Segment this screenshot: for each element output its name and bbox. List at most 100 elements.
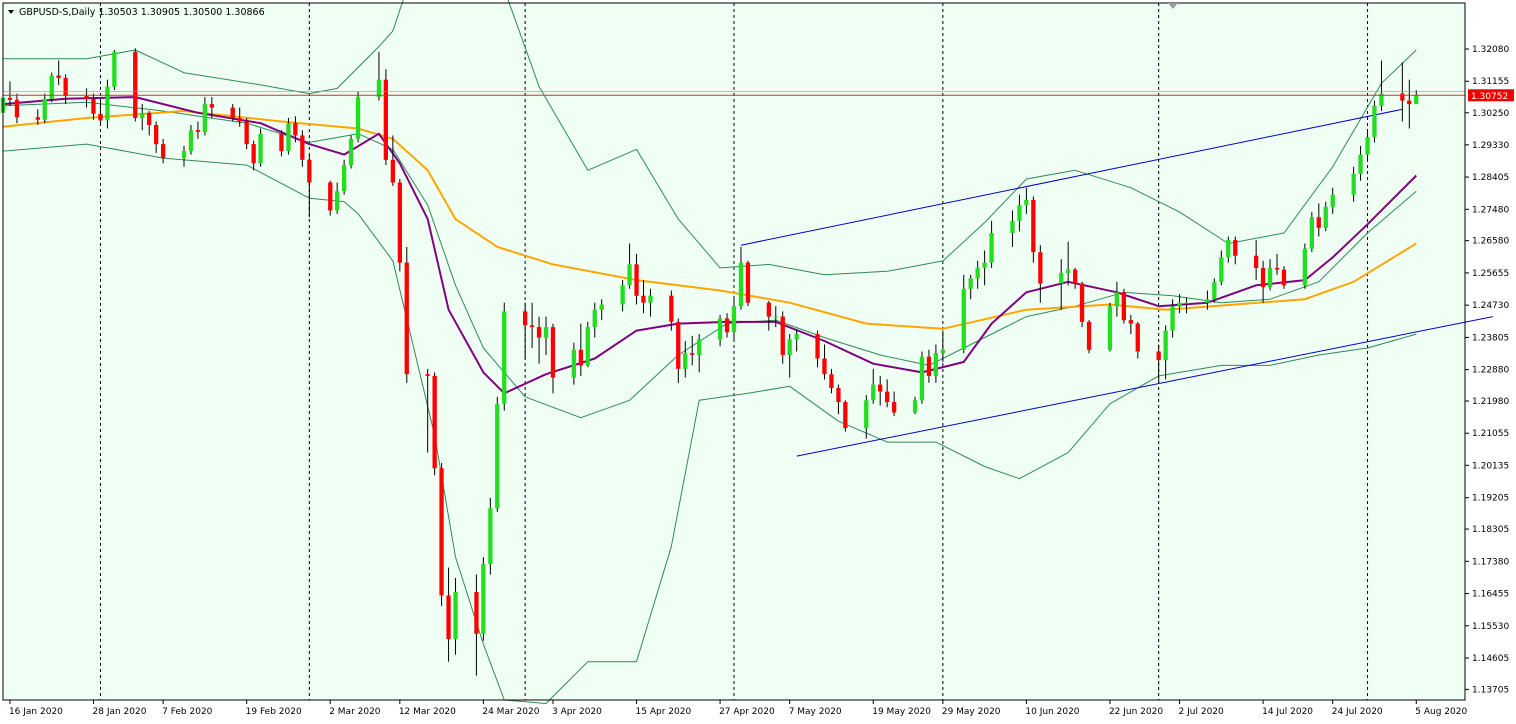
current-price-tag-label: 1.30752	[1471, 92, 1508, 102]
candle-body	[1365, 137, 1370, 155]
candle-body	[1163, 330, 1168, 361]
candle	[1316, 203, 1321, 237]
candle	[453, 578, 458, 655]
candle	[488, 497, 493, 575]
candle-body	[453, 592, 458, 639]
candle	[425, 368, 430, 453]
candle	[1372, 100, 1377, 143]
candle	[543, 316, 549, 355]
candle-body	[1107, 306, 1113, 350]
candle	[376, 51, 382, 101]
candle	[1135, 321, 1140, 359]
candle	[683, 341, 688, 378]
candle	[780, 311, 785, 364]
candle-body	[961, 288, 966, 350]
candle-body	[286, 123, 291, 152]
candle-body	[550, 327, 556, 378]
candle	[502, 302, 507, 411]
candle-body	[1330, 194, 1335, 207]
candle-body	[571, 349, 576, 378]
y-axis: 1.32080 1.31155 1.30250 1.29330 1.28405 1.274…	[1465, 45, 1514, 695]
x-tick-label: 15 Apr 2020	[636, 707, 692, 717]
candle	[195, 121, 201, 139]
candle	[91, 93, 96, 120]
candle	[1128, 314, 1133, 335]
candle-body	[885, 391, 890, 403]
trend-channel	[740, 108, 1493, 457]
ma-fast-line	[2, 96, 1418, 395]
candle	[1073, 267, 1078, 289]
candle	[885, 379, 890, 408]
candle	[1066, 241, 1071, 286]
dropdown-triangle-icon[interactable]	[8, 10, 14, 14]
candle-body	[829, 374, 834, 389]
chart-header: GBPUSD-S,Daily 1.30503 1.30905 1.30500 1…	[8, 7, 265, 18]
y-tick-label: 1.32080	[1472, 45, 1509, 55]
candle	[717, 314, 723, 347]
candle-body	[1010, 220, 1015, 233]
candle-body	[56, 75, 61, 78]
candle-body	[488, 508, 493, 565]
candle	[244, 118, 249, 150]
candle	[1233, 236, 1238, 265]
candle-body	[42, 98, 47, 120]
candle-body	[202, 104, 207, 132]
candle	[1114, 281, 1119, 317]
candle	[209, 97, 214, 119]
candle	[1274, 253, 1280, 275]
candle-body	[843, 402, 848, 429]
candle-body	[35, 117, 40, 120]
x-tick-label: 10 Jun 2020	[1025, 707, 1079, 717]
candle	[745, 260, 751, 307]
candle-body	[989, 233, 994, 263]
candle	[773, 306, 778, 328]
candle	[1379, 60, 1384, 112]
candle-body	[968, 278, 973, 289]
candle-body	[1379, 93, 1384, 106]
candle-body	[599, 304, 604, 310]
candle	[940, 330, 945, 362]
candle	[1267, 259, 1273, 291]
candle-body	[251, 144, 256, 164]
candle-body	[181, 151, 187, 159]
candle-body	[133, 51, 138, 118]
y-tick-label: 1.29330	[1472, 141, 1509, 151]
candle	[1024, 187, 1029, 214]
candle	[912, 396, 918, 415]
x-tick-label: 24 Jul 2020	[1332, 707, 1383, 717]
candle	[982, 250, 987, 286]
candle	[871, 368, 876, 404]
y-tick-label: 1.18305	[1472, 525, 1509, 535]
candle-body	[7, 97, 13, 100]
y-tick-label: 1.30250	[1472, 109, 1509, 119]
candle	[98, 100, 103, 124]
candle-body	[84, 96, 89, 99]
candle-body	[335, 191, 340, 211]
plot-frame	[2, 2, 1466, 701]
candle	[571, 342, 576, 385]
candle	[697, 334, 702, 373]
candle-body	[627, 264, 632, 286]
candle-body	[1309, 217, 1314, 249]
candle-body	[683, 353, 688, 369]
candle	[669, 290, 674, 331]
candle-body	[1128, 320, 1133, 324]
x-tick-label: 7 Feb 2020	[162, 707, 213, 717]
candle-body	[940, 349, 945, 354]
candle	[1260, 260, 1266, 303]
x-tick-label: 7 May 2020	[789, 707, 842, 717]
chart-shift-marker-icon[interactable]	[1168, 3, 1178, 9]
candle	[634, 253, 639, 305]
candle	[439, 463, 444, 606]
candle-body	[1184, 302, 1189, 304]
candle	[383, 69, 388, 166]
candle	[348, 135, 354, 169]
candle	[878, 375, 883, 406]
candle-body	[376, 79, 382, 98]
candle-body	[1351, 173, 1356, 195]
x-tick-label: 27 Apr 2020	[719, 707, 775, 717]
candle-body	[328, 182, 333, 211]
current-price-line	[3, 90, 1465, 96]
